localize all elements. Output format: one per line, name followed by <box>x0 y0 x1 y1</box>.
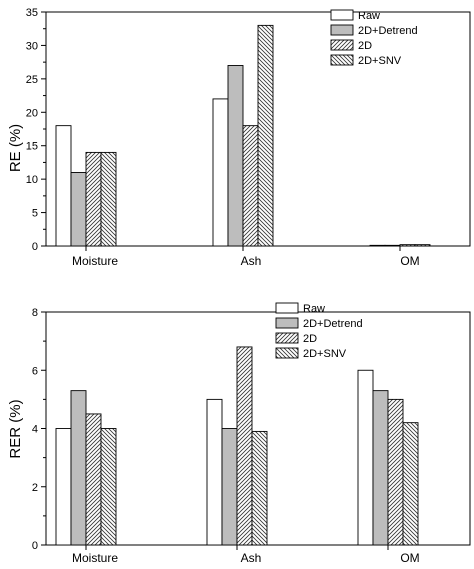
bar-2d-snv-ash <box>251 430 268 546</box>
legend-swatch-raw <box>330 9 354 21</box>
y-tick-label: 0 <box>32 241 38 253</box>
legend-swatch-2d <box>330 39 354 51</box>
bar-2d-detrend-ash <box>227 65 244 247</box>
bar-raw-moisture <box>55 125 72 247</box>
y-tick-label: 0 <box>32 540 38 552</box>
category-label-ash: Ash <box>241 551 262 565</box>
legend-label-2d-detrend: 2D+Detrend <box>358 25 418 37</box>
category-label-moisture: Moisture <box>72 254 118 268</box>
bar-2d-ash <box>242 125 259 247</box>
bar-2d-detrend-moisture <box>70 390 87 546</box>
bar-2d-moisture <box>85 151 102 247</box>
bar-2d-detrend-ash <box>221 428 238 546</box>
bar-raw-moisture <box>55 428 72 546</box>
y-tick-label: 10 <box>26 174 38 186</box>
y-tick-label: 35 <box>26 7 38 19</box>
bar-2d-om <box>387 398 404 546</box>
legend-label-raw: Raw <box>358 10 380 22</box>
bar-2d-snv-moisture <box>100 151 117 247</box>
legend-swatch-2d-detrend <box>275 317 299 329</box>
legend-label-2d: 2D <box>303 333 317 345</box>
bar-raw-om <box>357 369 374 546</box>
legend-label-2d-detrend: 2D+Detrend <box>303 318 363 330</box>
re-chart: RE (%) Raw 2D+Detrend 2D 2D+SNV Moisture… <box>7 7 471 268</box>
legend-swatch-2d-snv <box>330 54 354 66</box>
legend-swatch-2d-snv <box>275 347 299 359</box>
bar-2d-ash <box>236 346 253 546</box>
legend-label-2d: 2D <box>358 40 372 52</box>
legend-label-raw: Raw <box>303 303 325 315</box>
y-axis-label: RER (%) <box>7 399 24 458</box>
bar-raw-om <box>369 244 386 247</box>
bar-raw-ash <box>206 398 223 546</box>
bar-2d-om <box>399 244 416 247</box>
category-label-moisture: Moisture <box>72 551 118 565</box>
y-axis-label: RE (%) <box>7 124 24 172</box>
bar-2d-snv-om <box>414 244 431 247</box>
legend-label-2d-snv: 2D+SNV <box>358 55 402 67</box>
category-label-om: OM <box>400 254 419 268</box>
y-tick-label: 8 <box>32 307 38 319</box>
bar-2d-snv-om <box>402 422 419 546</box>
y-tick-label: 5 <box>32 208 38 220</box>
legend-swatch-raw <box>275 302 299 314</box>
y-tick-label: 6 <box>32 365 38 377</box>
rer-chart: RER (%) Raw 2D+Detrend 2D 2D+SNV Moistur… <box>7 302 471 565</box>
legend-label-2d-snv: 2D+SNV <box>303 348 347 360</box>
bar-2d-snv-moisture <box>100 428 117 546</box>
y-tick-label: 20 <box>26 107 38 119</box>
category-label-om: OM <box>400 551 419 565</box>
legend-swatch-2d <box>275 332 299 344</box>
legend-swatch-2d-detrend <box>330 24 354 36</box>
y-tick-label: 15 <box>26 141 38 153</box>
bar-raw-ash <box>212 98 229 247</box>
y-tick-label: 30 <box>26 40 38 52</box>
bar-2d-detrend-moisture <box>70 172 87 247</box>
y-tick-label: 4 <box>32 424 38 436</box>
category-label-ash: Ash <box>241 254 262 268</box>
y-tick-label: 2 <box>32 482 38 494</box>
y-tick-label: 25 <box>26 74 38 86</box>
bar-2d-detrend-om <box>372 390 389 546</box>
bar-2d-detrend-om <box>384 244 401 247</box>
bar-2d-moisture <box>85 413 102 546</box>
bar-2d-snv-ash <box>257 24 274 247</box>
